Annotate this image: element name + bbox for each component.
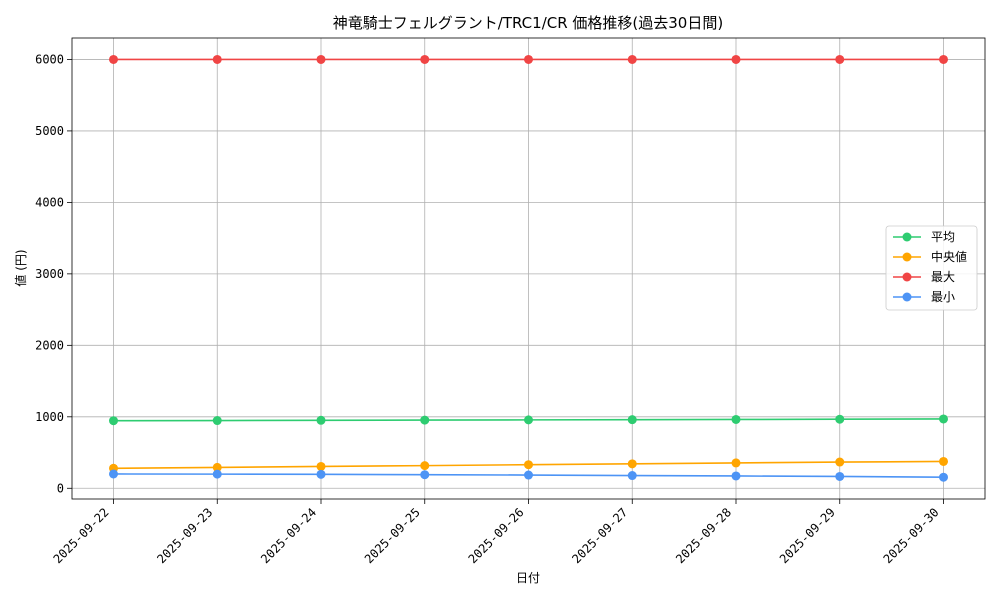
x-tick-label: 2025-09-25 — [362, 505, 423, 566]
data-point — [627, 459, 637, 469]
data-point — [109, 416, 118, 426]
y-axis-label: 値 (円) — [13, 249, 28, 286]
x-tick-label: 2025-09-26 — [466, 505, 527, 566]
data-point — [731, 471, 741, 481]
y-tick-label: 1000 — [35, 410, 64, 424]
data-point — [731, 414, 741, 424]
data-point — [109, 54, 118, 64]
data-point — [627, 54, 637, 64]
data-point — [627, 415, 637, 425]
x-axis-ticks: 2025-09-22 2025-09-23 2025-09-24 2025-09-25… — [51, 499, 944, 566]
x-tick-label: 2025-09-27 — [569, 505, 630, 566]
series-layer — [109, 54, 948, 482]
data-point — [316, 415, 326, 425]
data-point — [524, 415, 533, 425]
data-point — [731, 458, 741, 468]
data-point — [939, 472, 948, 482]
data-point — [835, 54, 845, 64]
data-point — [420, 54, 430, 64]
data-point — [835, 471, 845, 481]
y-tick-label: 2000 — [35, 338, 64, 352]
data-point — [835, 457, 845, 467]
legend-label: 最小 — [931, 290, 955, 304]
data-point — [212, 54, 222, 64]
data-point — [835, 414, 845, 424]
data-point — [627, 471, 637, 481]
legend-marker — [902, 272, 912, 282]
y-tick-label: 4000 — [35, 195, 64, 209]
series-平均 — [109, 414, 948, 426]
y-tick-label: 6000 — [35, 52, 64, 66]
data-point — [212, 462, 222, 472]
data-point — [316, 54, 326, 64]
legend-entry: 最小 — [893, 290, 955, 304]
legend-marker — [902, 232, 912, 242]
series-中央値 — [109, 456, 948, 473]
legend-label: 最大 — [931, 270, 955, 284]
legend-label: 中央値 — [931, 249, 967, 264]
data-point — [524, 54, 533, 64]
data-point — [420, 415, 430, 425]
x-axis-label: 日付 — [516, 571, 540, 585]
x-tick-label: 2025-09-22 — [51, 505, 112, 566]
grid-layer — [72, 38, 985, 499]
x-tick-label: 2025-09-24 — [258, 505, 319, 566]
x-tick-label: 2025-09-23 — [154, 505, 215, 566]
y-tick-label: 5000 — [35, 124, 64, 138]
data-point — [731, 54, 741, 64]
chart-title: 神竜騎士フェルグラント/TRC1/CR 価格推移(過去30日間) — [333, 14, 723, 32]
legend-marker — [902, 252, 912, 262]
data-point — [420, 461, 430, 471]
data-point — [939, 456, 948, 466]
x-tick-label: 2025-09-30 — [881, 505, 942, 566]
data-point — [939, 54, 948, 64]
x-tick-label: 2025-09-29 — [777, 505, 838, 566]
series-最小 — [109, 469, 948, 482]
y-tick-label: 0 — [57, 481, 64, 495]
legend-marker — [902, 292, 912, 302]
data-point — [212, 416, 222, 426]
data-point — [524, 460, 533, 470]
data-point — [109, 469, 118, 479]
x-tick-label: 2025-09-28 — [673, 505, 734, 566]
legend-entry: 平均 — [893, 230, 955, 244]
data-point — [316, 461, 326, 471]
series-最大 — [109, 54, 948, 64]
data-point — [420, 470, 430, 480]
y-axis-ticks: 0 1000 2000 3000 4000 5000 6000 — [35, 52, 72, 495]
legend-entry: 中央値 — [893, 249, 967, 264]
data-point — [524, 470, 533, 480]
data-point — [212, 469, 222, 479]
data-point — [939, 414, 948, 424]
legend-box — [885, 225, 978, 311]
y-tick-label: 3000 — [35, 267, 64, 281]
legend-label: 平均 — [931, 230, 955, 244]
legend-entry: 最大 — [893, 270, 955, 284]
data-point — [316, 469, 326, 479]
